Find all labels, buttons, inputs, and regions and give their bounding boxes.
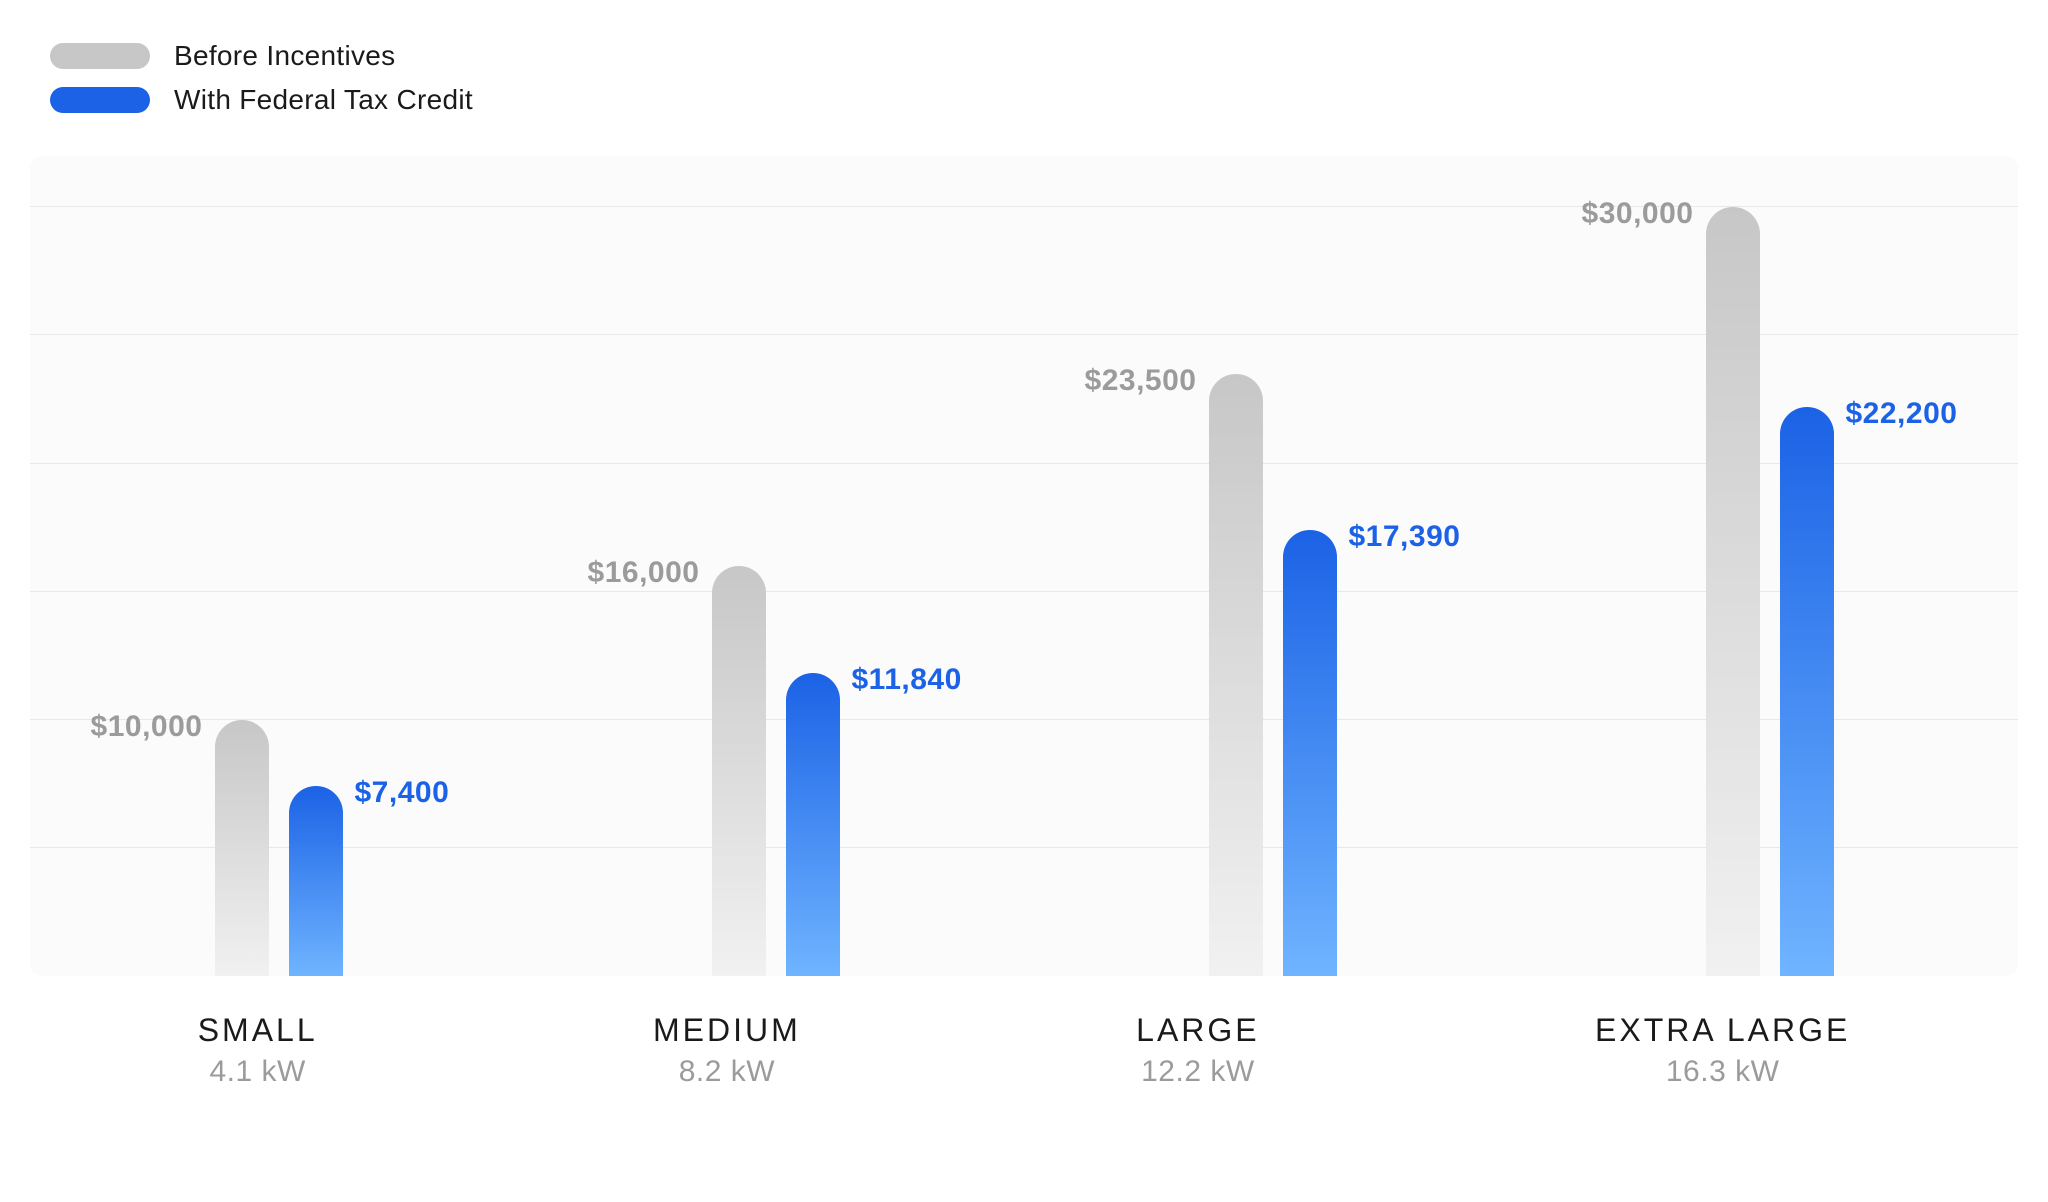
bar-group: $30,000 $22,200 xyxy=(1706,156,1834,976)
legend-label-before: Before Incentives xyxy=(174,40,395,72)
legend: Before Incentives With Federal Tax Credi… xyxy=(50,40,2018,116)
x-tick-title: EXTRA LARGE xyxy=(1595,1012,1850,1049)
x-tick-title: SMALL xyxy=(198,1012,318,1049)
chart-panel: $10,000 $7,400 $16,000 $11,840 $23,500 $17,39… xyxy=(30,156,2018,976)
legend-item-after: With Federal Tax Credit xyxy=(50,84,2018,116)
bar-wrap-before: $23,500 xyxy=(1209,374,1263,976)
legend-swatch-before xyxy=(50,43,150,69)
bar-after xyxy=(786,673,840,976)
bar-before xyxy=(712,566,766,976)
x-tick-sub: 8.2 kW xyxy=(653,1055,801,1089)
x-axis: SMALL 4.1 kW MEDIUM 8.2 kW LARGE 12.2 kW EXTRA… xyxy=(30,1012,2018,1089)
bar-value-after: $11,840 xyxy=(852,663,962,697)
bar-before xyxy=(1209,374,1263,976)
bar-before xyxy=(215,720,269,976)
bar-groups: $10,000 $7,400 $16,000 $11,840 $23,500 $17,39… xyxy=(30,156,2018,976)
x-tick: MEDIUM 8.2 kW xyxy=(653,1012,801,1089)
bar-value-before: $10,000 xyxy=(91,710,203,744)
bar-wrap-after: $22,200 xyxy=(1780,407,1834,976)
x-tick: LARGE 12.2 kW xyxy=(1136,1012,1259,1089)
x-tick: EXTRA LARGE 16.3 kW xyxy=(1595,1012,1850,1089)
legend-item-before: Before Incentives xyxy=(50,40,2018,72)
bar-wrap-after: $17,390 xyxy=(1283,530,1337,976)
bar-wrap-before: $30,000 xyxy=(1706,207,1760,976)
bar-wrap-before: $10,000 xyxy=(215,720,269,976)
bar-value-before: $23,500 xyxy=(1085,364,1197,398)
bar-value-after: $17,390 xyxy=(1349,520,1461,554)
bar-value-after: $22,200 xyxy=(1846,397,1958,431)
bar-wrap-after: $11,840 xyxy=(786,673,840,976)
x-tick-title: MEDIUM xyxy=(653,1012,801,1049)
x-tick-sub: 12.2 kW xyxy=(1136,1055,1259,1089)
bar-group: $23,500 $17,390 xyxy=(1209,156,1337,976)
bar-wrap-before: $16,000 xyxy=(712,566,766,976)
legend-swatch-after xyxy=(50,87,150,113)
bar-group: $10,000 $7,400 xyxy=(215,156,343,976)
bar-value-before: $30,000 xyxy=(1582,197,1694,231)
x-tick: SMALL 4.1 kW xyxy=(198,1012,318,1089)
x-tick-sub: 16.3 kW xyxy=(1595,1055,1850,1089)
legend-label-after: With Federal Tax Credit xyxy=(174,84,473,116)
bar-value-before: $16,000 xyxy=(588,556,700,590)
bar-value-after: $7,400 xyxy=(355,776,450,810)
bar-after xyxy=(289,786,343,976)
bar-before xyxy=(1706,207,1760,976)
x-tick-title: LARGE xyxy=(1136,1012,1259,1049)
bar-wrap-after: $7,400 xyxy=(289,786,343,976)
bar-after xyxy=(1283,530,1337,976)
bar-group: $16,000 $11,840 xyxy=(712,156,840,976)
x-tick-sub: 4.1 kW xyxy=(198,1055,318,1089)
bar-after xyxy=(1780,407,1834,976)
